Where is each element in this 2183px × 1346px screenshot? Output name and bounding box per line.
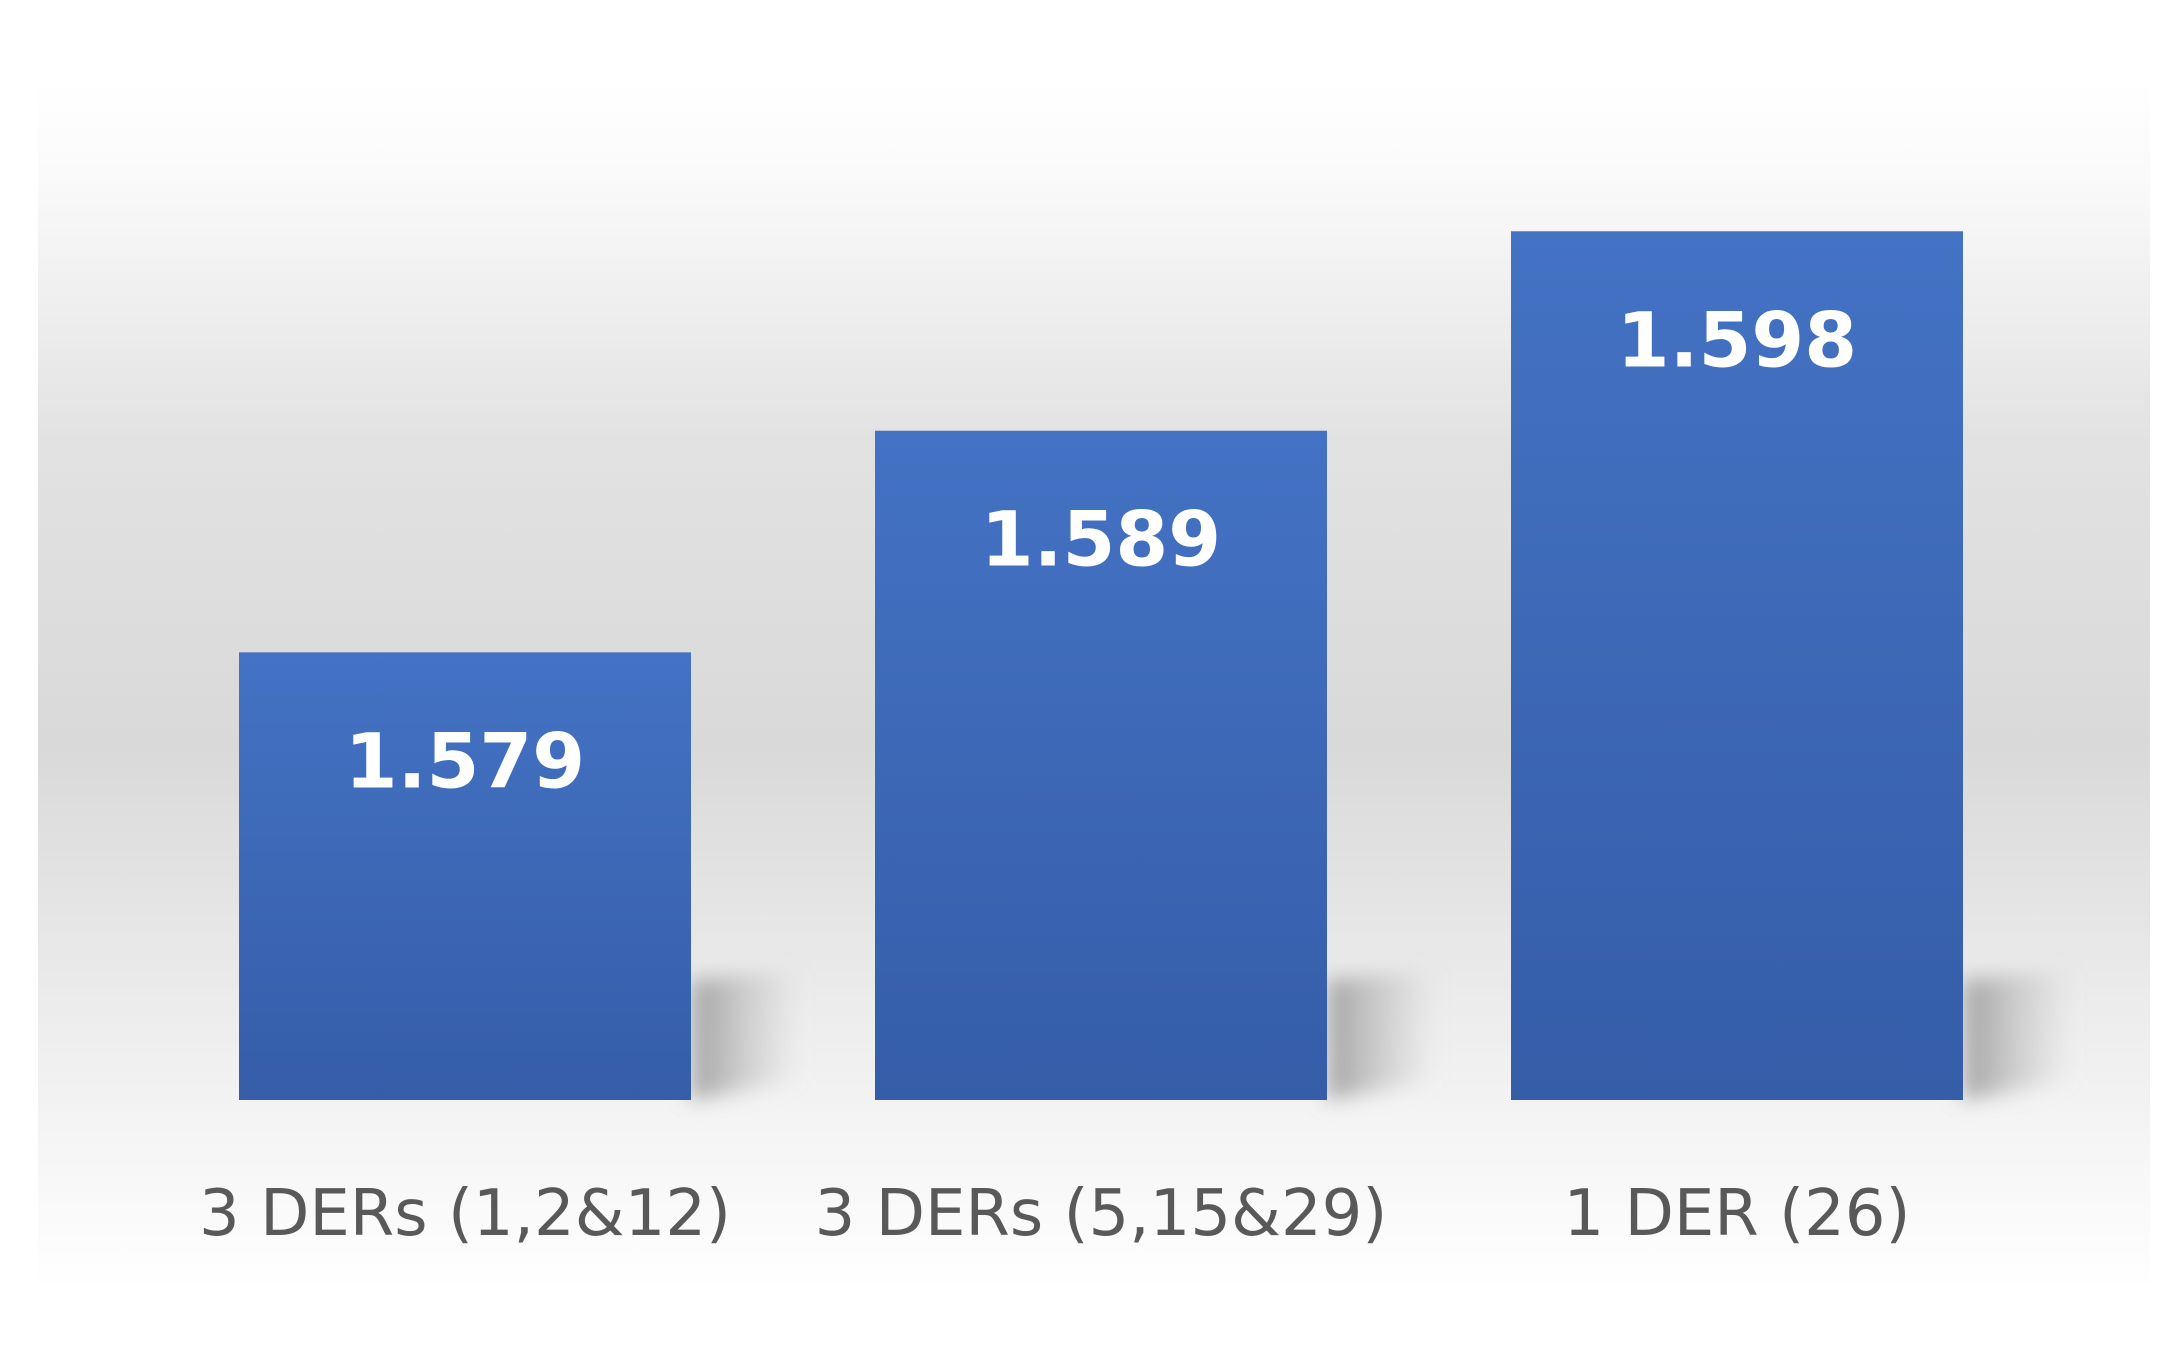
category-label: 3 DERs (1,2&12): [199, 1177, 731, 1251]
data-labels: 1.579 1.589 1.598: [345, 295, 1857, 805]
bar-shadow: [691, 970, 801, 1100]
bar-shadow: [1963, 970, 2073, 1100]
data-label: 1.598: [1617, 295, 1857, 384]
bar-shadows: [691, 970, 2073, 1100]
bars: [239, 231, 1963, 1101]
bar-shadow: [1327, 970, 1437, 1100]
category-labels: 3 DERs (1,2&12) 3 DERs (5,15&29) 1 DER (26…: [199, 1177, 1910, 1251]
data-label: 1.579: [345, 716, 585, 805]
bar: [239, 652, 691, 1100]
category-label: 1 DER (26): [1564, 1177, 1911, 1251]
category-label: 3 DERs (5,15&29): [815, 1177, 1388, 1251]
bar: [875, 430, 1327, 1100]
data-label: 1.589: [981, 495, 1221, 584]
bar: [1511, 231, 1963, 1101]
